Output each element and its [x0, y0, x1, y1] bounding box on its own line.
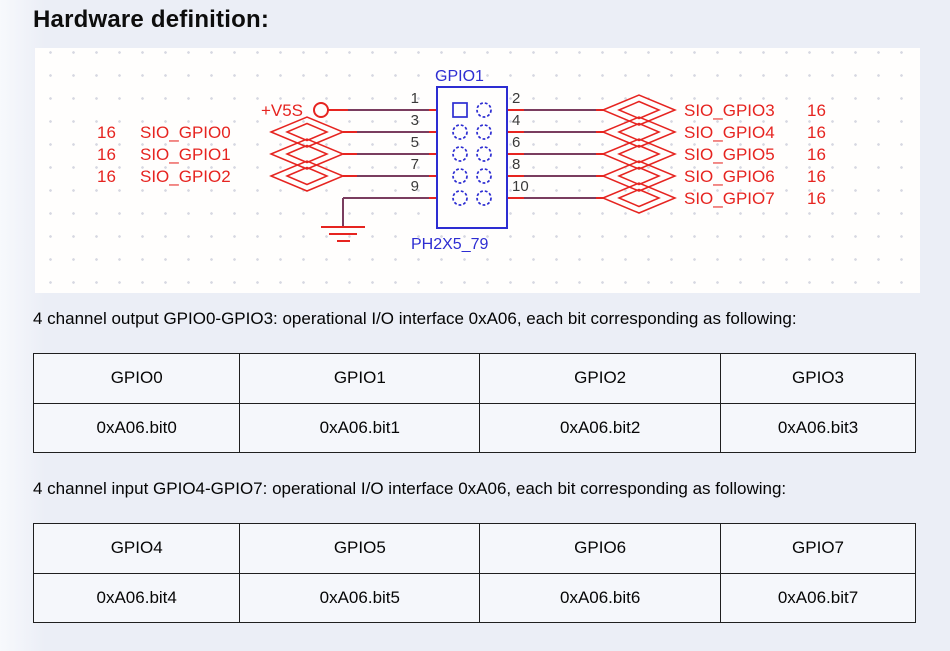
- table-header-cell: GPIO5: [239, 523, 481, 574]
- table-header-cell: GPIO4: [32, 523, 241, 574]
- table-value-cell: 0xA06.bit4: [32, 572, 241, 623]
- output-channels-caption: 4 channel output GPIO0-GPIO3: operationa…: [33, 309, 797, 328]
- schematic-canvas: GPIO1 PH2X5_79 1 3 5 7 9 2 4 6 8 10 +V5S…: [35, 48, 920, 293]
- net-label: SIO_GPIO3: [684, 101, 775, 120]
- signal-weight: 16: [807, 123, 826, 142]
- signal-weight: 16: [807, 101, 826, 120]
- net-label: SIO_GPIO5: [684, 145, 775, 164]
- table-value-cell: 0xA06.bit5: [239, 572, 481, 623]
- ground-symbol: [321, 226, 365, 242]
- table-value-cell: 0xA06.bit1: [239, 402, 481, 453]
- net-label: SIO_GPIO4: [684, 123, 775, 142]
- signal-weight: 16: [807, 189, 826, 208]
- table-header-cell: GPIO3: [720, 353, 916, 404]
- pin-number: 1: [411, 90, 419, 107]
- table-row: 0xA06.bit0 0xA06.bit1 0xA06.bit2 0xA06.b…: [32, 402, 916, 453]
- table-value-cell: 0xA06.bit6: [479, 572, 722, 623]
- table-header-cell: GPIO6: [479, 523, 722, 574]
- net-label: SIO_GPIO7: [684, 189, 775, 208]
- pin-number: 8: [512, 156, 520, 173]
- pin1-square-pad: [452, 102, 468, 118]
- pin-numbers: 1 3 5 7 9 2 4 6 8 10: [411, 90, 529, 195]
- table-value-cell: 0xA06.bit2: [479, 402, 722, 453]
- signal-weight: 16: [807, 167, 826, 186]
- net-label: SIO_GPIO1: [140, 145, 231, 164]
- table-header-cell: GPIO2: [479, 353, 722, 404]
- wires-left: [313, 102, 437, 227]
- output-bits-table: GPIO0 GPIO1 GPIO2 GPIO3 0xA06.bit0 0xA06…: [32, 353, 916, 453]
- right-signal-labels: SIO_GPIO3 16 SIO_GPIO4 16 SIO_GPIO5 16 S…: [684, 101, 826, 208]
- power-net-label: +V5S: [261, 101, 303, 120]
- pin-number: 3: [411, 112, 419, 129]
- table-header-cell: GPIO7: [720, 523, 916, 574]
- pin-number: 5: [411, 134, 419, 151]
- signal-weight: 16: [97, 123, 116, 142]
- table-value-cell: 0xA06.bit7: [720, 572, 916, 623]
- table-header-cell: GPIO1: [239, 353, 481, 404]
- pin-number: 6: [512, 134, 520, 151]
- page-title: Hardware definition:: [33, 6, 270, 33]
- pin-number: 9: [411, 178, 419, 195]
- net-label: SIO_GPIO0: [140, 123, 231, 142]
- net-label: SIO_GPIO6: [684, 167, 775, 186]
- power-port-circle: [313, 102, 329, 118]
- pin-pads: [452, 102, 492, 206]
- wires-right: [507, 109, 604, 199]
- table-value-cell: 0xA06.bit3: [720, 402, 916, 453]
- schematic-svg: GPIO1 PH2X5_79 1 3 5 7 9 2 4 6 8 10 +V5S…: [97, 68, 826, 253]
- net-label: SIO_GPIO2: [140, 167, 231, 186]
- connector-refdes: GPIO1: [435, 68, 484, 85]
- table-row: GPIO4 GPIO5 GPIO6 GPIO7: [32, 523, 916, 574]
- pin-number: 10: [512, 178, 529, 195]
- connector-part-number: PH2X5_79: [411, 236, 488, 253]
- connector-symbol: [436, 86, 508, 229]
- pin-number: 2: [512, 90, 520, 107]
- table-row: GPIO0 GPIO1 GPIO2 GPIO3: [32, 353, 916, 404]
- net-diamonds-right: [602, 94, 676, 214]
- signal-weight: 16: [97, 145, 116, 164]
- pin-number: 7: [411, 156, 419, 173]
- table-value-cell: 0xA06.bit0: [32, 402, 241, 453]
- pin-number: 4: [512, 112, 520, 129]
- signal-weight: 16: [807, 145, 826, 164]
- input-channels-caption: 4 channel input GPIO4-GPIO7: operational…: [33, 479, 787, 498]
- input-bits-table: GPIO4 GPIO5 GPIO6 GPIO7 0xA06.bit4 0xA06…: [32, 523, 916, 623]
- table-header-cell: GPIO0: [32, 353, 241, 404]
- signal-weight: 16: [97, 167, 116, 186]
- net-diamonds-left: [270, 116, 344, 192]
- table-row: 0xA06.bit4 0xA06.bit5 0xA06.bit6 0xA06.b…: [32, 572, 916, 623]
- left-signal-labels: 16 SIO_GPIO0 16 SIO_GPIO1 16 SIO_GPIO2: [97, 123, 231, 186]
